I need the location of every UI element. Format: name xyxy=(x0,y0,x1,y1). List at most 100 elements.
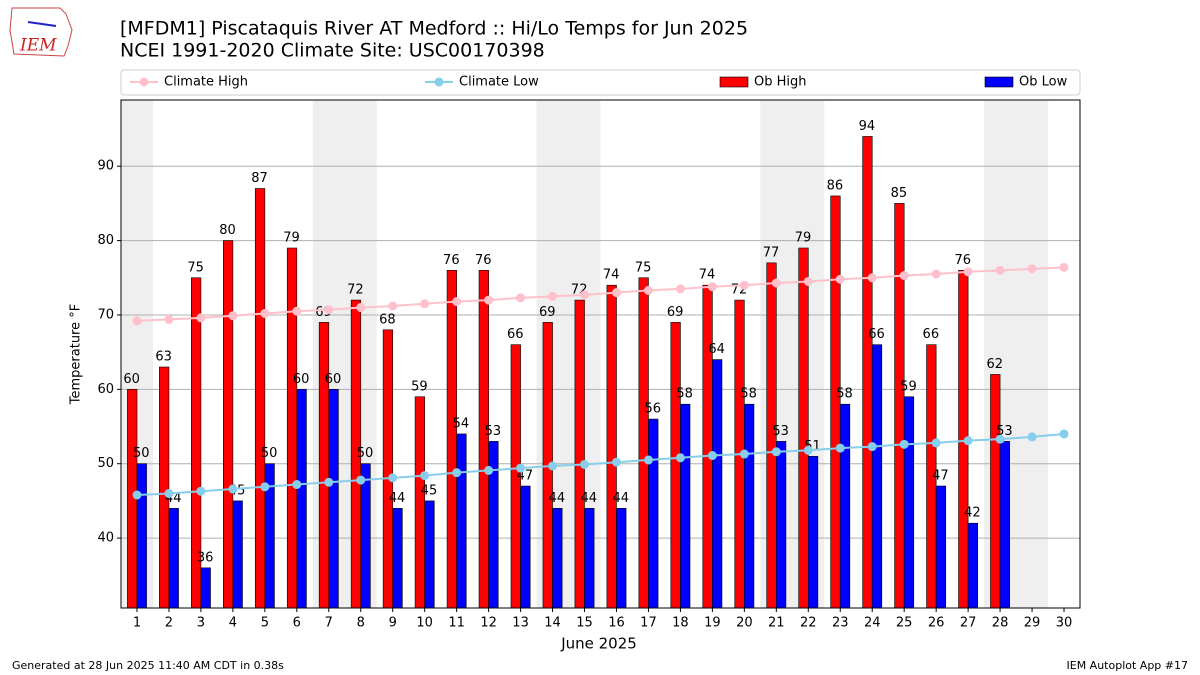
bar xyxy=(935,485,947,609)
bar xyxy=(712,359,723,609)
point xyxy=(643,285,653,295)
data-label: 87 xyxy=(251,171,268,186)
weekend-band xyxy=(1016,100,1049,608)
point xyxy=(548,291,558,301)
x-tick-label: 24 xyxy=(864,616,881,631)
data-label: 74 xyxy=(603,268,620,283)
point xyxy=(675,453,685,463)
x-tick-label: 8 xyxy=(357,616,365,631)
bar xyxy=(168,508,179,609)
point xyxy=(643,455,653,465)
point xyxy=(196,486,206,496)
point xyxy=(420,299,430,309)
bar xyxy=(136,463,147,609)
data-label: 74 xyxy=(699,268,716,283)
data-label: 72 xyxy=(347,283,364,298)
x-tick-label: 23 xyxy=(832,616,849,631)
y-tick-label: 50 xyxy=(97,456,114,471)
point xyxy=(1027,264,1037,274)
bar xyxy=(222,240,234,609)
point xyxy=(739,280,749,290)
data-label: 64 xyxy=(708,342,725,357)
x-tick-label: 17 xyxy=(640,616,657,631)
x-tick-label: 9 xyxy=(389,616,397,631)
data-label: 50 xyxy=(133,446,150,461)
x-tick-label: 18 xyxy=(672,616,689,631)
legend-marker xyxy=(139,77,149,87)
bar xyxy=(552,508,563,609)
data-label: 44 xyxy=(389,491,406,506)
point xyxy=(132,490,142,500)
bar xyxy=(424,500,435,609)
bar xyxy=(584,508,595,609)
x-tick-label: 7 xyxy=(325,616,333,631)
point xyxy=(835,274,845,284)
data-label: 58 xyxy=(740,387,757,402)
point xyxy=(164,488,174,498)
bar xyxy=(807,455,819,609)
logo-line xyxy=(27,21,57,27)
bar xyxy=(382,329,394,609)
data-label: 66 xyxy=(868,327,885,342)
y-tick-label: 80 xyxy=(97,233,114,248)
bar xyxy=(967,522,979,609)
bar xyxy=(456,433,467,609)
point xyxy=(132,316,142,326)
point xyxy=(963,436,973,446)
bar xyxy=(606,284,617,609)
bar xyxy=(776,441,787,609)
point xyxy=(611,288,621,298)
bar xyxy=(296,389,307,609)
data-label: 79 xyxy=(795,231,812,246)
point xyxy=(260,308,270,318)
data-label: 44 xyxy=(581,491,598,506)
bar xyxy=(574,299,585,609)
point xyxy=(995,265,1005,275)
bar xyxy=(871,344,883,609)
x-tick-label: 10 xyxy=(416,616,433,631)
x-tick-label: 14 xyxy=(544,616,561,631)
legend-marker xyxy=(434,77,444,87)
bar xyxy=(670,322,681,609)
legend-label: Ob High xyxy=(754,75,807,90)
point xyxy=(516,463,526,473)
y-tick-label: 40 xyxy=(97,531,114,546)
x-tick-label: 29 xyxy=(1024,616,1041,631)
point xyxy=(1059,262,1069,272)
data-label: 76 xyxy=(443,253,460,268)
data-label: 59 xyxy=(900,379,917,394)
x-tick-label: 25 xyxy=(896,616,913,631)
x-tick-label: 22 xyxy=(800,616,817,631)
x-tick-label: 27 xyxy=(960,616,977,631)
point xyxy=(580,459,590,469)
bar xyxy=(360,463,371,609)
bar xyxy=(286,247,298,609)
data-label: 42 xyxy=(964,506,981,521)
legend-patch xyxy=(984,76,1014,88)
x-tick-label: 11 xyxy=(448,616,465,631)
legend-label: Climate High xyxy=(164,75,248,90)
data-label: 80 xyxy=(219,223,236,238)
x-tick-label: 28 xyxy=(992,616,1009,631)
point xyxy=(164,314,174,324)
bar xyxy=(648,418,659,609)
point xyxy=(675,284,685,294)
bar xyxy=(744,403,755,609)
data-label: 68 xyxy=(379,312,396,327)
data-label: 69 xyxy=(539,305,556,320)
x-tick-label: 12 xyxy=(480,616,497,631)
bar xyxy=(159,366,170,609)
point xyxy=(228,311,238,321)
bar xyxy=(839,403,851,609)
x-axis-label: June 2025 xyxy=(560,635,637,653)
data-label: 58 xyxy=(836,387,853,402)
point xyxy=(771,278,781,288)
bar xyxy=(520,485,531,609)
data-label: 53 xyxy=(485,424,502,439)
point xyxy=(867,442,877,452)
x-tick-label: 4 xyxy=(229,616,237,631)
x-tick-label: 20 xyxy=(736,616,753,631)
legend-label: Climate Low xyxy=(459,75,539,90)
bar xyxy=(990,374,1001,609)
